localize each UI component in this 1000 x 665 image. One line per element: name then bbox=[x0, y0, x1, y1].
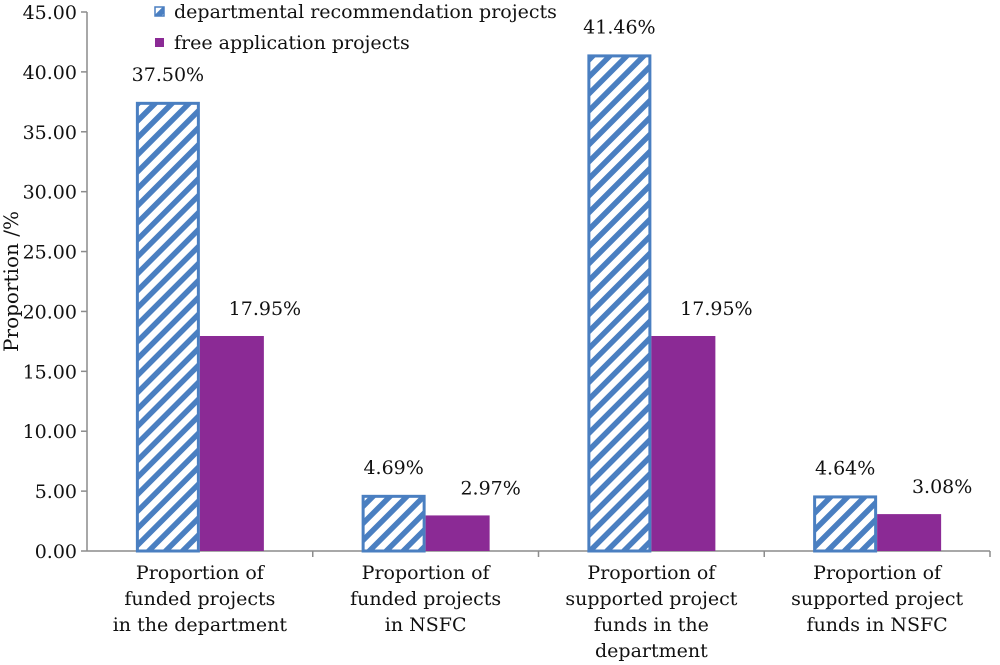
y-tick-label: 40.00 bbox=[23, 62, 77, 84]
data-label: 17.95% bbox=[229, 298, 301, 320]
y-axis-title: Proportion /% bbox=[0, 211, 23, 352]
data-label: 4.69% bbox=[363, 457, 423, 479]
y-tick-label: 5.00 bbox=[35, 481, 77, 503]
data-label: 3.08% bbox=[912, 476, 972, 498]
bar-departmental-recommendation bbox=[587, 54, 652, 553]
x-category-label: Proportion of supported project funds in t… bbox=[565, 562, 737, 662]
data-label: 17.95% bbox=[680, 298, 752, 320]
x-category-label: Proportion of funded projects in the depar… bbox=[113, 562, 288, 636]
data-label: 41.46% bbox=[583, 16, 655, 38]
bar-free-application bbox=[199, 335, 264, 551]
legend-swatch-free bbox=[155, 38, 164, 47]
bar-departmental-recommendation bbox=[135, 101, 200, 553]
bar-free-application bbox=[877, 514, 942, 551]
bar-free-application bbox=[425, 515, 490, 551]
legend-label: departmental recommendation projects bbox=[174, 1, 557, 23]
y-tick-label: 0.00 bbox=[35, 541, 77, 563]
y-tick-label: 30.00 bbox=[23, 182, 77, 204]
x-category-label: Proportion of funded projects in NSFC bbox=[350, 562, 501, 636]
y-tick-label: 25.00 bbox=[23, 242, 77, 264]
y-tick-label: 10.00 bbox=[23, 421, 77, 443]
data-label: 2.97% bbox=[460, 477, 520, 499]
bar-departmental-recommendation bbox=[813, 495, 878, 553]
bar-departmental-recommendation bbox=[361, 494, 426, 553]
data-label: 37.50% bbox=[132, 64, 204, 86]
legend-label: free application projects bbox=[174, 32, 410, 54]
data-label: 4.64% bbox=[815, 457, 875, 479]
y-tick-label: 20.00 bbox=[23, 301, 77, 323]
legend-swatch-departmental bbox=[154, 6, 165, 17]
y-tick-label: 45.00 bbox=[23, 2, 77, 24]
bar-free-application bbox=[651, 335, 716, 551]
x-category-label: Proportion of supported project funds in N… bbox=[791, 562, 963, 636]
y-tick-label: 35.00 bbox=[23, 122, 77, 144]
y-tick-label: 15.00 bbox=[23, 361, 77, 383]
